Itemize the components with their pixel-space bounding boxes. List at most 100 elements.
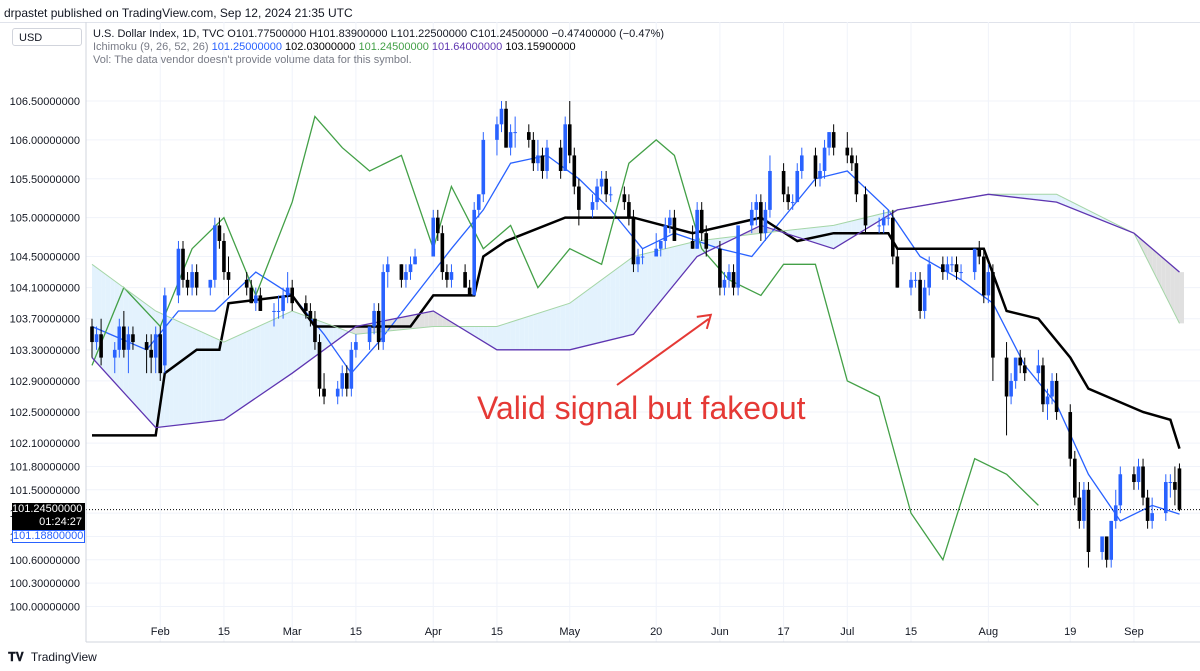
candle-body [372, 310, 376, 327]
candle-body [158, 334, 163, 374]
candle-body [122, 326, 126, 350]
candle-body [909, 279, 913, 288]
cloud-segment [433, 310, 438, 327]
candle-body [850, 155, 854, 164]
candle-body [504, 108, 508, 148]
time-axis[interactable]: Feb 15 Mar 15 Apr 15 May 20 Jun 17 Jul 15 Aug 19 Sep [86, 626, 1200, 643]
candle-body [1118, 474, 1123, 506]
time-tick-label: Jun [711, 626, 729, 638]
time-tick-label: Mar [283, 626, 302, 638]
price-tick-label: 100.60000000 [10, 555, 80, 567]
tenkan-price-tag: 101.18800000 [12, 530, 85, 543]
candle-body [1113, 505, 1118, 521]
chart-area[interactable] [0, 22, 1200, 643]
candle-body [354, 342, 358, 350]
ichimoku-value-span-b: 103.15900000 [505, 41, 576, 53]
candle-body [895, 256, 900, 288]
cloud-segment [260, 323, 265, 395]
cloud-segment [233, 335, 238, 414]
candle-body [513, 132, 517, 134]
cloud-segment [510, 320, 516, 350]
candle-body [918, 279, 922, 311]
time-tick-label: May [559, 626, 580, 638]
candle-body [117, 326, 122, 350]
candle-body [1132, 474, 1136, 483]
price-tick-label: 102.10000000 [10, 438, 80, 450]
cloud-segment [1029, 194, 1034, 200]
candle-body [308, 310, 313, 319]
time-tick-label: 15 [218, 626, 230, 638]
candle-body [595, 186, 599, 203]
cloud-segment [305, 315, 311, 364]
candle-body [1163, 482, 1168, 514]
time-tick-label: 15 [491, 626, 503, 638]
cloud-segment [797, 228, 802, 239]
cloud-segment [333, 325, 338, 344]
cloud-segment [656, 249, 661, 307]
candle-body [1013, 357, 1018, 381]
cloud-segment [856, 218, 861, 235]
candle-body [590, 202, 595, 210]
price-tick-label: 102.90000000 [10, 376, 80, 388]
cloud-segment [328, 324, 334, 347]
time-tick-label: Feb [151, 626, 170, 638]
ichimoku-value-kijun: 102.03000000 [285, 41, 356, 53]
price-axis[interactable]: 100.00000000100.30000000100.60000000100.… [10, 22, 87, 642]
candle-body [818, 170, 822, 179]
cloud-segment [269, 319, 274, 389]
candle-body [181, 248, 185, 280]
candle-body [631, 217, 636, 265]
chikou-line [91, 115, 1039, 562]
candle-body [1054, 380, 1059, 413]
price-tick-label: 104.10000000 [10, 283, 80, 295]
ichimoku-value-tenkan: 101.25000000 [211, 41, 282, 53]
cloud-segment [1061, 196, 1066, 206]
candle-body [508, 132, 513, 148]
candle-body [435, 217, 440, 234]
cloud-segment [228, 337, 234, 417]
candle-body [690, 240, 695, 249]
annotation-arrow-shaft [616, 318, 710, 386]
time-tick-label: Apr [425, 626, 442, 638]
candle-body [126, 334, 131, 350]
cloud-segment [1047, 194, 1053, 202]
candle-body [1082, 489, 1086, 521]
currency-button[interactable]: USD [12, 28, 82, 46]
cloud-segment [833, 224, 839, 249]
candle-body [1177, 468, 1182, 510]
candle-body [672, 217, 677, 241]
candle-body [790, 202, 795, 204]
cloud-segment [251, 327, 256, 402]
candle-body [1145, 497, 1150, 521]
candle-body [981, 256, 986, 296]
candle-body [786, 194, 790, 203]
cloud-segment [474, 326, 479, 339]
cloud-segment [132, 294, 138, 408]
cloud-segment [210, 335, 215, 422]
cloud-segment [651, 250, 657, 313]
cloud-segment [1042, 194, 1048, 202]
candle-body [563, 124, 568, 171]
cloud-segment [879, 213, 884, 221]
candle-body [349, 349, 354, 389]
candle-body [276, 310, 281, 312]
cloud-segment [428, 310, 434, 327]
price-tick-label: 100.30000000 [10, 578, 80, 590]
cloud-segment [1056, 194, 1062, 204]
candle-body [731, 272, 736, 288]
candle-body [153, 334, 158, 358]
time-tick-label: Jul [840, 626, 854, 638]
candle-body [567, 124, 572, 156]
cloud-segment [419, 312, 425, 328]
cloud-segment [255, 325, 261, 399]
candle-body [472, 209, 477, 296]
cloud-segment [683, 243, 689, 274]
candle-body [445, 272, 449, 280]
candle-body [1077, 497, 1082, 521]
candle-body [695, 209, 699, 249]
cloud-segment [205, 333, 211, 422]
cloud-segment [615, 266, 620, 339]
candle-body [1004, 357, 1009, 397]
candle-body [913, 279, 918, 281]
